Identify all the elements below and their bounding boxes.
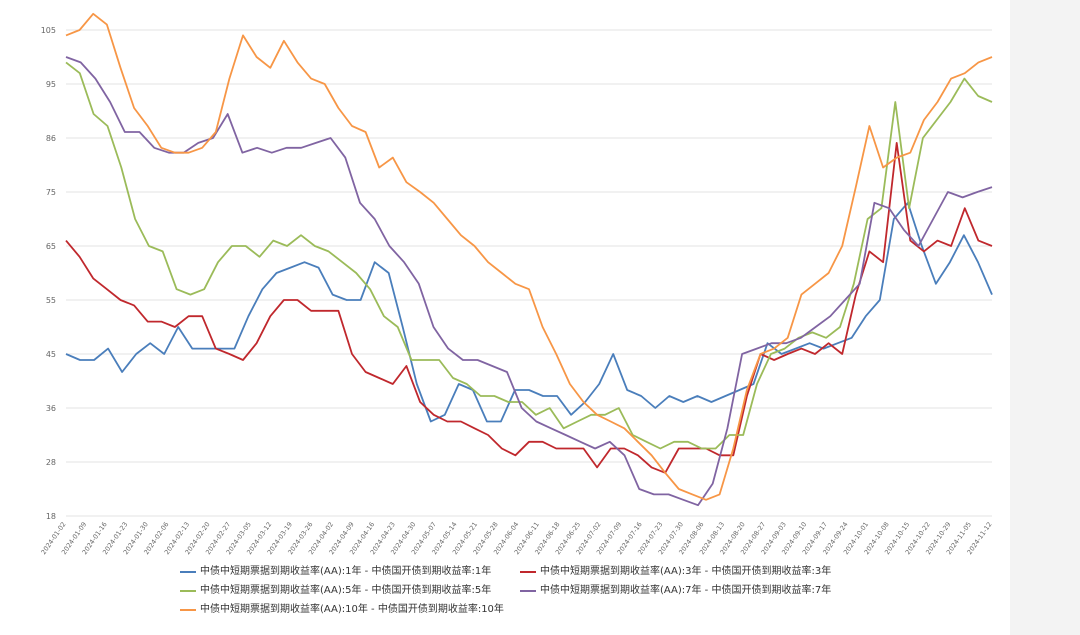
legend-label-3y: 中债中短期票据到期收益率(AA):3年 - 中债国开债到期收益率:3年 xyxy=(540,566,832,577)
legend-item-5y: 中债中短期票据到期收益率(AA):5年 - 中债国开债到期收益率:5年 xyxy=(180,585,491,597)
y-axis: 18 28 36 45 55 65 75 86 95 105 xyxy=(41,26,56,521)
y-tick-label: 86 xyxy=(46,134,56,143)
legend-row-3: 中债中短期票据到期收益率(AA):10年 - 中债国开债到期收益率:10年 xyxy=(180,604,900,623)
gridlines xyxy=(66,29,992,517)
legend-item-7y: 中债中短期票据到期收益率(AA):7年 - 中债国开债到期收益率:7年 xyxy=(520,585,831,597)
legend-swatch-7y xyxy=(520,590,536,592)
y-tick-label: 65 xyxy=(46,242,56,251)
legend-item-3y: 中债中短期票据到期收益率(AA):3年 - 中债国开债到期收益率:3年 xyxy=(520,566,831,578)
legend-swatch-1y xyxy=(180,571,196,573)
legend-label-1y: 中债中短期票据到期收益率(AA):1年 - 中债国开债到期收益率:1年 xyxy=(200,566,492,577)
series-line-2 xyxy=(65,141,993,474)
y-tick-label: 105 xyxy=(41,26,56,35)
y-tick-label: 55 xyxy=(46,296,56,305)
right-margin-strip xyxy=(1010,0,1080,635)
x-axis: 2024-01-022024-01-092024-01-162024-01-23… xyxy=(39,521,993,557)
series-line-3 xyxy=(65,61,993,450)
legend-item-10y: 中债中短期票据到期收益率(AA):10年 - 中债国开债到期收益率:10年 xyxy=(180,604,504,616)
series-line-4 xyxy=(65,56,993,507)
legend-row-2: 中债中短期票据到期收益率(AA):5年 - 中债国开债到期收益率:5年 中债中短… xyxy=(180,585,900,604)
legend: 中债中短期票据到期收益率(AA):1年 - 中债国开债到期收益率:1年 中债中短… xyxy=(180,566,900,623)
y-tick-label: 18 xyxy=(46,512,56,521)
y-tick-label: 36 xyxy=(46,404,56,413)
legend-label-7y: 中债中短期票据到期收益率(AA):7年 - 中债国开债到期收益率:7年 xyxy=(540,585,832,596)
y-tick-label: 75 xyxy=(46,188,56,197)
legend-swatch-10y xyxy=(180,609,196,611)
legend-swatch-5y xyxy=(180,590,196,592)
legend-label-5y: 中债中短期票据到期收益率(AA):5年 - 中债国开债到期收益率:5年 xyxy=(200,585,492,596)
legend-item-1y: 中债中短期票据到期收益率(AA):1年 - 中债国开债到期收益率:1年 xyxy=(180,566,491,578)
series-line-5 xyxy=(65,12,993,501)
series-group xyxy=(65,12,993,507)
legend-label-10y: 中债中短期票据到期收益率(AA):10年 - 中债国开债到期收益率:10年 xyxy=(200,604,504,615)
line-chart: 18 28 36 45 55 65 75 86 95 105 2024-01-022024-01-… xyxy=(39,12,994,557)
series-line-1 xyxy=(65,201,993,423)
y-tick-label: 95 xyxy=(46,80,56,89)
y-tick-label: 45 xyxy=(46,350,56,359)
legend-row-1: 中债中短期票据到期收益率(AA):1年 - 中债国开债到期收益率:1年 中债中短… xyxy=(180,566,900,585)
y-tick-label: 28 xyxy=(46,458,56,467)
legend-swatch-3y xyxy=(520,571,536,573)
